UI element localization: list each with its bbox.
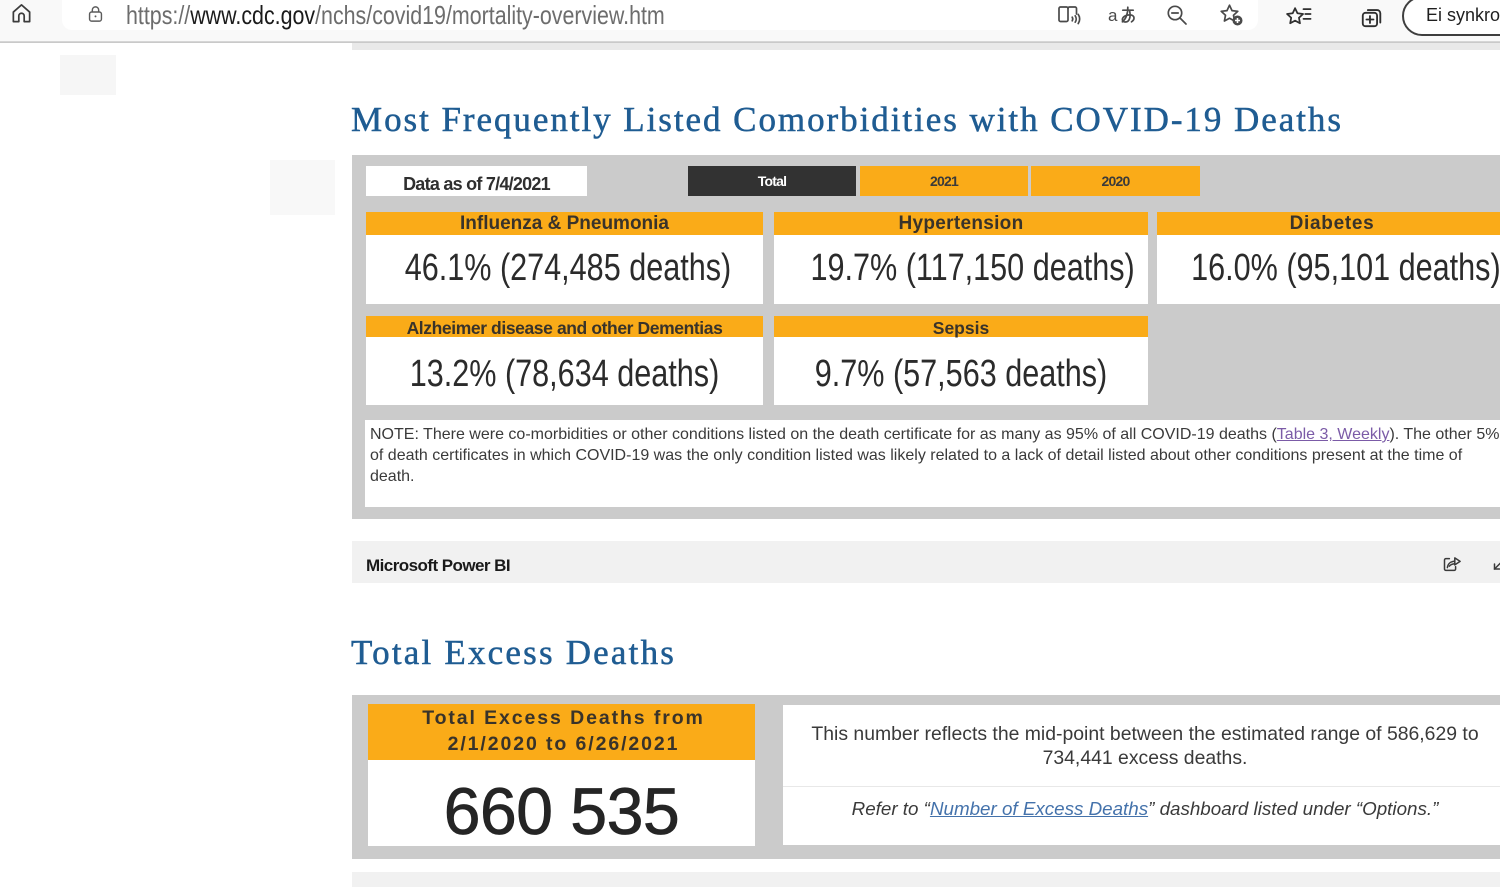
svg-text:a: a <box>1108 6 1118 25</box>
